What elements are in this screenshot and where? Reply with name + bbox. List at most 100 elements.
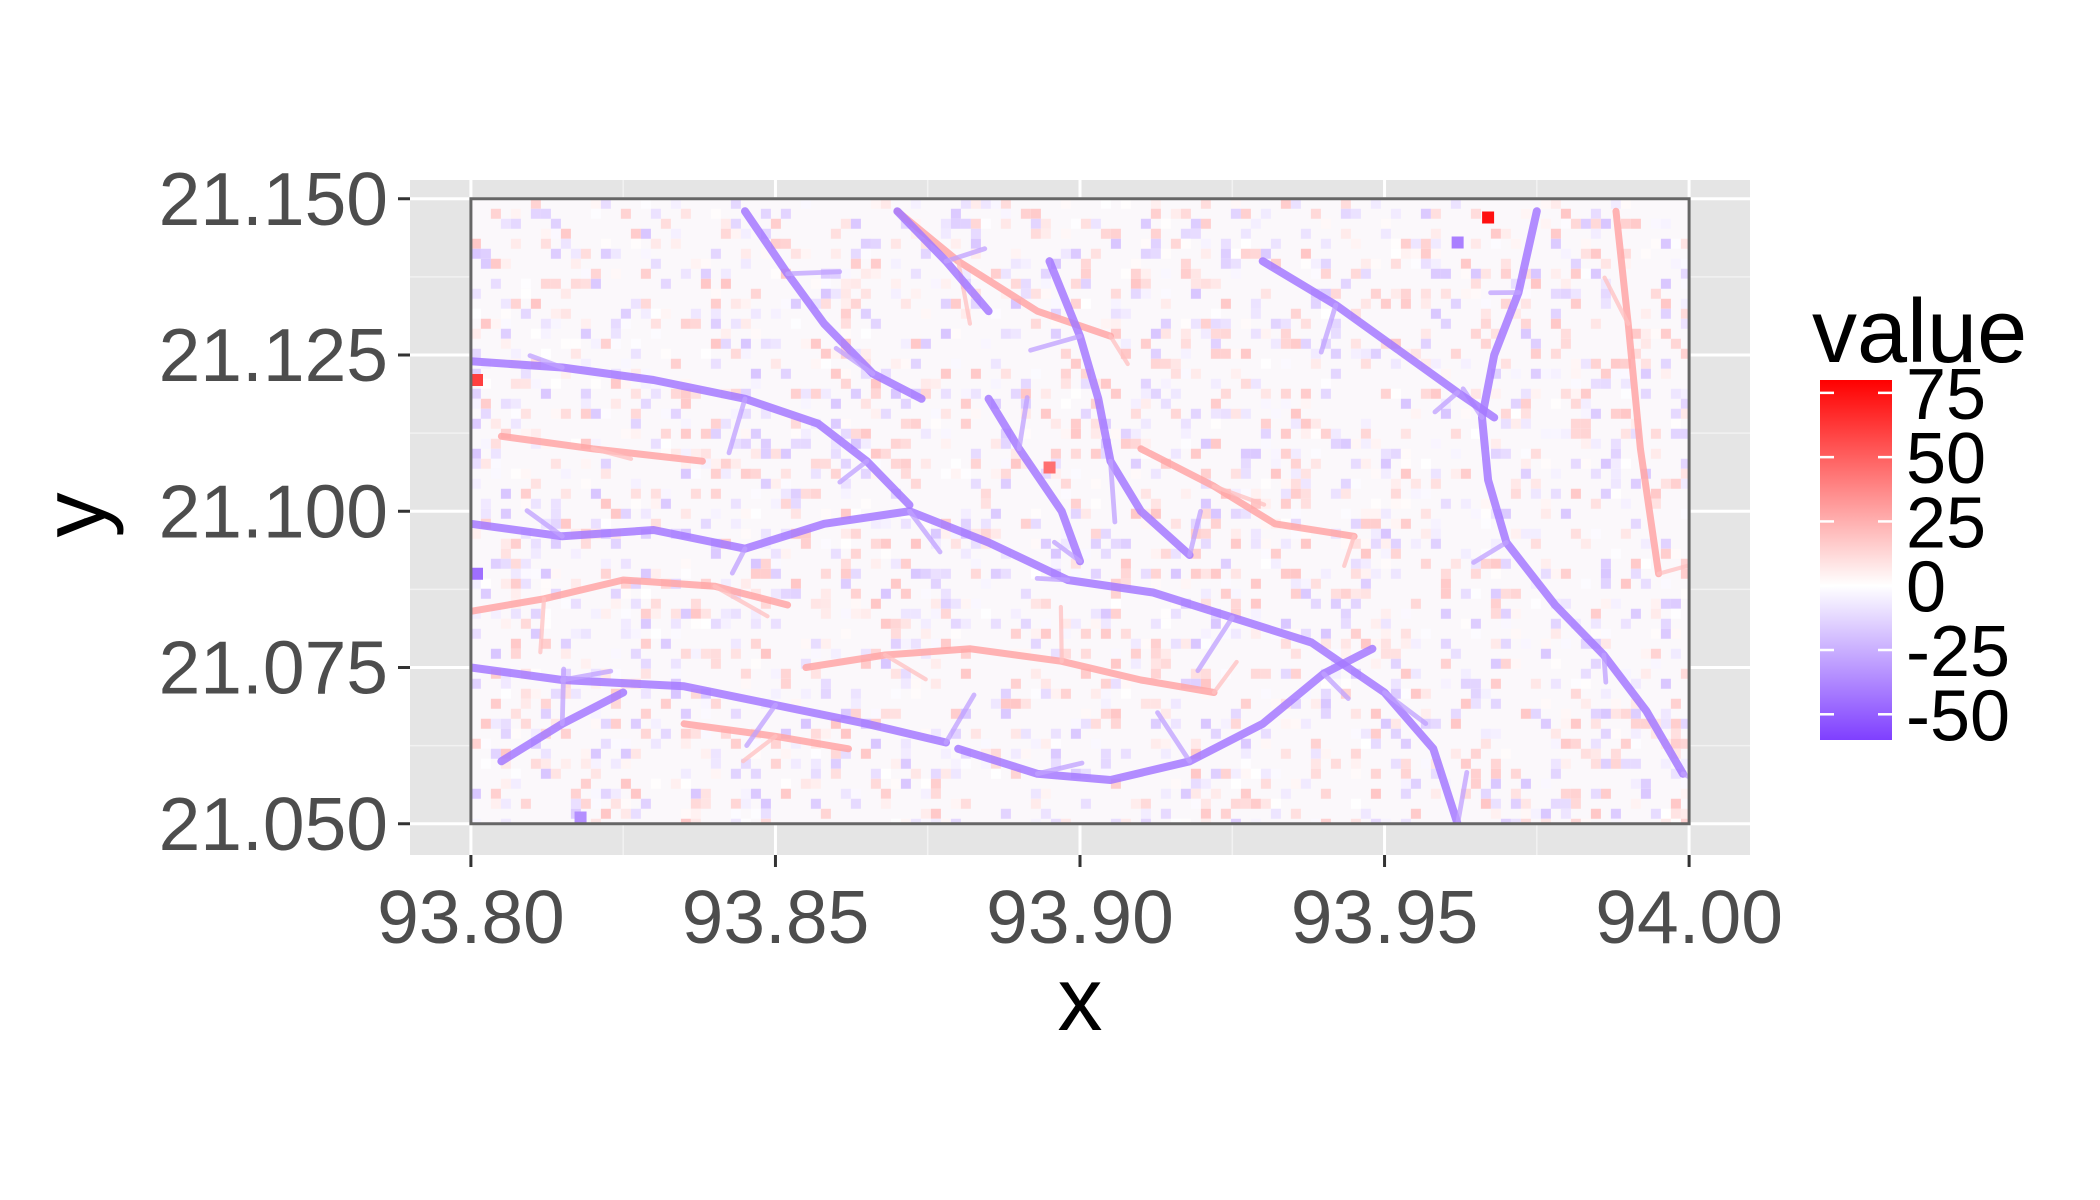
raster-cell bbox=[750, 638, 761, 649]
raster-cell bbox=[1360, 458, 1371, 469]
raster-cell bbox=[1260, 428, 1271, 439]
raster-cell bbox=[790, 388, 801, 399]
raster-cell bbox=[1380, 548, 1391, 559]
raster-cell bbox=[960, 648, 971, 659]
raster-cell bbox=[930, 778, 941, 789]
raster-cell bbox=[1560, 248, 1571, 259]
raster-cell bbox=[510, 298, 521, 309]
raster-cell bbox=[530, 688, 541, 699]
raster-cell bbox=[490, 608, 501, 619]
raster-cell bbox=[640, 608, 651, 619]
raster-cell bbox=[1200, 498, 1211, 509]
raster-cell bbox=[1050, 688, 1061, 699]
channel-line-branch bbox=[1028, 333, 1083, 353]
channel-line bbox=[984, 394, 1084, 566]
raster-cell bbox=[1020, 258, 1031, 269]
raster-cell bbox=[720, 458, 731, 469]
raster-cell bbox=[490, 798, 501, 809]
raster-cell bbox=[1510, 278, 1521, 289]
raster-cell bbox=[1510, 818, 1521, 824]
raster-cell bbox=[1440, 638, 1451, 649]
raster-cell bbox=[1500, 298, 1511, 309]
raster-cell bbox=[890, 438, 901, 449]
raster-cell bbox=[720, 608, 731, 619]
raster-cell bbox=[1660, 628, 1671, 639]
raster-cell bbox=[1080, 628, 1091, 639]
raster-cell bbox=[1290, 668, 1301, 679]
raster-cell bbox=[1530, 678, 1541, 689]
raster-cell bbox=[1440, 288, 1451, 299]
raster-cell bbox=[1030, 818, 1041, 824]
raster-cell bbox=[1610, 368, 1621, 379]
raster-cell bbox=[850, 248, 861, 259]
raster-cell bbox=[1600, 638, 1611, 649]
raster-cell bbox=[580, 248, 591, 259]
raster-cell bbox=[730, 518, 741, 529]
raster-cell bbox=[770, 758, 781, 769]
raster-cell bbox=[1200, 278, 1211, 289]
raster-cell bbox=[490, 258, 501, 269]
raster-cell bbox=[1550, 368, 1561, 379]
raster-cell bbox=[1250, 448, 1261, 459]
raster-cell bbox=[630, 418, 641, 429]
raster-cell bbox=[1370, 538, 1381, 549]
raster-cell bbox=[1620, 528, 1631, 539]
raster-cell bbox=[1120, 678, 1131, 689]
raster-cell bbox=[1150, 208, 1161, 219]
raster-cell bbox=[1550, 308, 1561, 319]
raster-cell bbox=[1400, 668, 1411, 679]
raster-cell bbox=[1180, 338, 1191, 349]
raster-cell bbox=[1280, 498, 1291, 509]
raster-cell bbox=[1320, 378, 1331, 389]
raster-cell bbox=[1080, 718, 1091, 729]
raster-cell bbox=[1640, 388, 1651, 399]
raster-cell bbox=[650, 258, 661, 269]
raster-cell bbox=[1430, 788, 1441, 799]
raster-cell bbox=[650, 318, 661, 329]
raster-cell bbox=[1570, 788, 1581, 799]
raster-cell bbox=[1610, 708, 1621, 719]
raster-cell bbox=[1640, 248, 1651, 259]
raster-cell bbox=[850, 568, 861, 579]
raster-cell bbox=[730, 648, 741, 659]
raster-cell bbox=[1290, 718, 1301, 729]
raster-cell bbox=[530, 568, 541, 579]
heatmap-raster bbox=[470, 198, 1690, 824]
raster-cell bbox=[990, 468, 1001, 479]
raster-cell bbox=[1050, 258, 1061, 269]
raster-cell bbox=[1630, 718, 1641, 729]
raster-cell bbox=[1660, 548, 1671, 559]
raster-cell bbox=[600, 558, 611, 569]
raster-cell bbox=[960, 618, 971, 629]
raster-cell bbox=[500, 618, 511, 629]
raster-cell bbox=[1580, 248, 1591, 259]
raster-cell bbox=[870, 538, 881, 549]
raster-cell bbox=[470, 238, 481, 249]
raster-cell bbox=[1240, 248, 1251, 259]
raster-cell bbox=[1250, 628, 1261, 639]
raster-cell bbox=[1620, 368, 1631, 379]
raster-cell bbox=[1510, 418, 1521, 429]
raster-cell bbox=[1380, 228, 1391, 239]
raster-cell bbox=[590, 438, 601, 449]
raster-cell bbox=[480, 248, 491, 259]
raster-cell bbox=[1430, 768, 1441, 779]
raster-cell bbox=[1600, 458, 1611, 469]
raster-cell bbox=[940, 438, 951, 449]
raster-cell bbox=[1090, 418, 1101, 429]
raster-cell bbox=[1360, 298, 1371, 309]
raster-cell bbox=[850, 278, 861, 289]
raster-cell bbox=[1220, 808, 1231, 819]
raster-cell bbox=[1330, 668, 1341, 679]
raster-cell bbox=[1420, 358, 1431, 369]
raster-cell bbox=[740, 228, 751, 239]
raster-cell bbox=[710, 758, 721, 769]
raster-cell bbox=[1670, 408, 1681, 419]
raster-cell bbox=[1250, 598, 1261, 609]
raster-cell bbox=[1610, 758, 1621, 769]
raster-cell bbox=[1350, 238, 1361, 249]
raster-cell bbox=[1450, 198, 1461, 209]
raster-cell bbox=[1070, 358, 1081, 369]
raster-cell bbox=[1290, 568, 1301, 579]
raster-cell bbox=[1180, 638, 1191, 649]
